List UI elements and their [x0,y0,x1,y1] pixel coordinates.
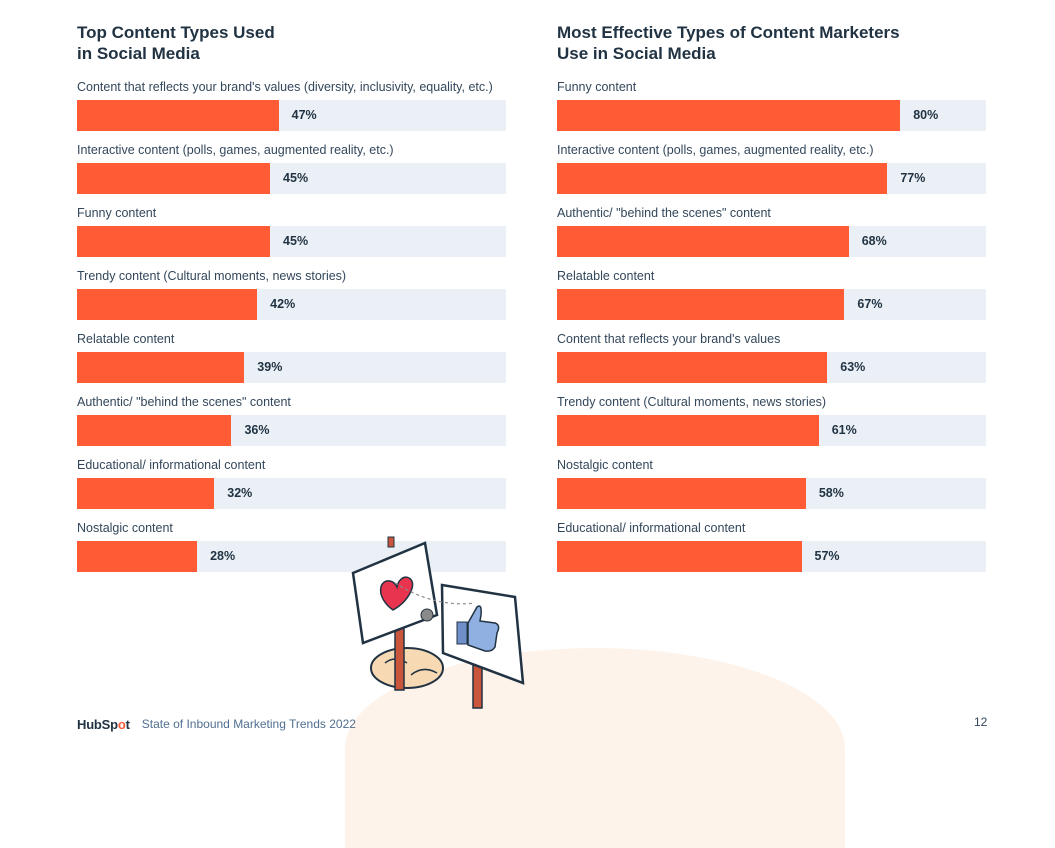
signs-illustration [351,536,525,709]
bar-row: Interactive content (polls, games, augme… [557,142,987,205]
bar [557,163,888,194]
bar-track: 77% [557,163,986,194]
bar-row: Funny content 80% [557,79,987,142]
category-label: Interactive content (polls, games, augme… [557,143,874,157]
bar [557,478,806,509]
data-label: 45% [283,234,309,248]
bar-track: 42% [77,289,506,320]
category-label: Authentic/ "behind the scenes" content [77,395,291,409]
data-label: 57% [814,549,840,563]
bar-row: Relatable content 67% [557,268,987,331]
bar [77,163,271,194]
bar-row: Relatable content 39% [77,331,507,394]
category-label: Educational/ informational content [77,458,266,472]
category-label: Funny content [77,206,157,220]
bar-track: 61% [557,415,986,446]
bar-row: Trendy content (Cultural moments, news s… [557,394,987,457]
bar [77,415,232,446]
bar-track: 32% [77,478,506,509]
bar-track: 67% [557,289,986,320]
data-label: 80% [913,108,939,122]
chart-rows: Funny content 80% Interactive content (pol… [557,79,987,583]
data-label: 63% [840,360,866,374]
bar-track: 36% [77,415,506,446]
bar [77,352,245,383]
category-label: Authentic/ "behind the scenes" content [557,206,771,220]
data-label: 28% [210,549,236,563]
category-label: Trendy content (Cultural moments, news s… [557,395,827,409]
bar [557,415,819,446]
category-label: Content that reflects your brand's value… [557,332,781,346]
bar [557,226,849,257]
bar [557,289,845,320]
bar [557,100,901,131]
bar-row: Authentic/ "behind the scenes" content 36… [77,394,507,457]
heart-sign-icon [351,536,439,691]
category-label: Relatable content [77,332,175,346]
data-label: 42% [270,297,296,311]
bar-row: Content that reflects your brand's value… [557,331,987,394]
bar [77,478,215,509]
data-label: 67% [857,297,883,311]
bar-row: Authentic/ "behind the scenes" content 68… [557,205,987,268]
data-label: 58% [818,486,844,500]
bar-row: Nostalgic content 58% [557,457,987,520]
category-label: Funny content [557,80,637,94]
data-label: 47% [291,108,317,122]
data-label: 68% [861,234,887,248]
thumbs-up-sign-icon [440,583,525,709]
data-label: 61% [831,423,857,437]
bar [77,541,198,572]
category-label: Educational/ informational content [557,521,746,535]
bar-track: 68% [557,226,986,257]
category-label: Interactive content (polls, games, augme… [77,143,394,157]
chart-top-content-types: Top Content Types Used in Social Media C… [77,22,507,583]
page-footer: HubSpot State of Inbound Marketing Trend… [77,714,356,734]
category-label: Nostalgic content [557,458,653,472]
data-label: 77% [900,171,926,185]
sleeping-cat-icon [370,647,444,689]
data-label: 36% [244,423,270,437]
chart-title: Top Content Types Used in Social Media [77,23,275,63]
report-source: State of Inbound Marketing Trends 2022 [141,717,356,731]
bar-track: 57% [557,541,986,572]
bar-row: Trendy content (Cultural moments, news s… [77,268,507,331]
bar-row: Interactive content (polls, games, augme… [77,142,507,205]
data-label: 39% [257,360,283,374]
knot-icon [420,608,434,622]
bar-track: 80% [557,100,986,131]
hubspot-logo: HubSpot [77,716,130,732]
data-label: 45% [283,171,309,185]
data-label: 32% [227,486,253,500]
bar-track: 45% [77,163,506,194]
bar-row: Educational/ informational content 57% [557,520,987,583]
chart-title: Most Effective Types of Content Marketer… [557,23,900,63]
bar [557,352,828,383]
bar [77,226,271,257]
string-line [394,582,476,605]
bar [557,541,802,572]
category-label: Trendy content (Cultural moments, news s… [77,269,347,283]
page-number: 12 [974,715,988,729]
category-label: Nostalgic content [77,521,173,535]
bar-track: 39% [77,352,506,383]
bar-track: 47% [77,100,506,131]
chart-rows: Content that reflects your brand's value… [77,79,507,583]
category-label: Relatable content [557,269,655,283]
bar-row: Educational/ informational content 32% [77,457,507,520]
chart-most-effective-types: Most Effective Types of Content Marketer… [557,22,987,583]
bar-track: 63% [557,352,986,383]
bar-track: 45% [77,226,506,257]
bar-row: Nostalgic content 28% [77,520,507,583]
bar-track: 58% [557,478,986,509]
category-label: Content that reflects your brand's value… [77,80,493,94]
bar-track: 28% [77,541,506,572]
bar [77,100,279,131]
bar-row: Funny content 45% [77,205,507,268]
bar [77,289,258,320]
bar-row: Content that reflects your brand's value… [77,79,507,142]
